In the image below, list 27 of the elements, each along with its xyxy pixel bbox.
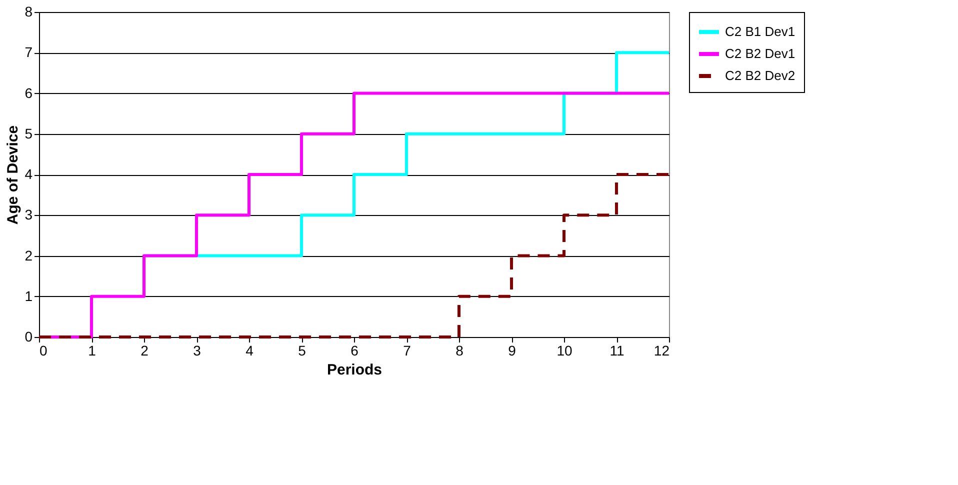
x-tick-label: 11: [610, 342, 624, 358]
legend-label: C2 B2 Dev2: [725, 68, 796, 83]
x-tick-label: 6: [350, 342, 359, 358]
x-tick-label: 5: [298, 342, 306, 358]
x-tick-label: 4: [246, 342, 254, 358]
y-tick-label: 3: [24, 206, 33, 223]
x-tick-label: 8: [456, 342, 464, 358]
x-tick-label: 9: [508, 342, 516, 358]
x-tick-label: 2: [140, 342, 149, 358]
y-tick-label: 6: [24, 84, 33, 101]
x-axis-title: Periods: [326, 362, 382, 378]
x-tick-label: 7: [403, 342, 412, 358]
x-tick-label: 12: [654, 342, 670, 358]
x-tick-label: 10: [556, 342, 572, 358]
y-tick-label: 8: [24, 4, 33, 20]
x-tick-label: 3: [193, 342, 202, 358]
y-tick-label: 0: [24, 328, 33, 344]
y-tick-label: 1: [24, 288, 33, 304]
y-axis-title: Age of Device: [4, 125, 22, 225]
y-tick-label: 5: [24, 125, 33, 142]
x-tick-label: 1: [88, 342, 96, 358]
y-tick-label: 7: [24, 44, 33, 60]
y-tick-label: 4: [24, 166, 33, 182]
y-tick-label: 2: [24, 247, 33, 264]
legend-label: C2 B1 Dev1: [725, 24, 796, 39]
x-tick-label: 0: [40, 342, 48, 358]
legend-label: C2 B2 Dev1: [725, 46, 796, 61]
